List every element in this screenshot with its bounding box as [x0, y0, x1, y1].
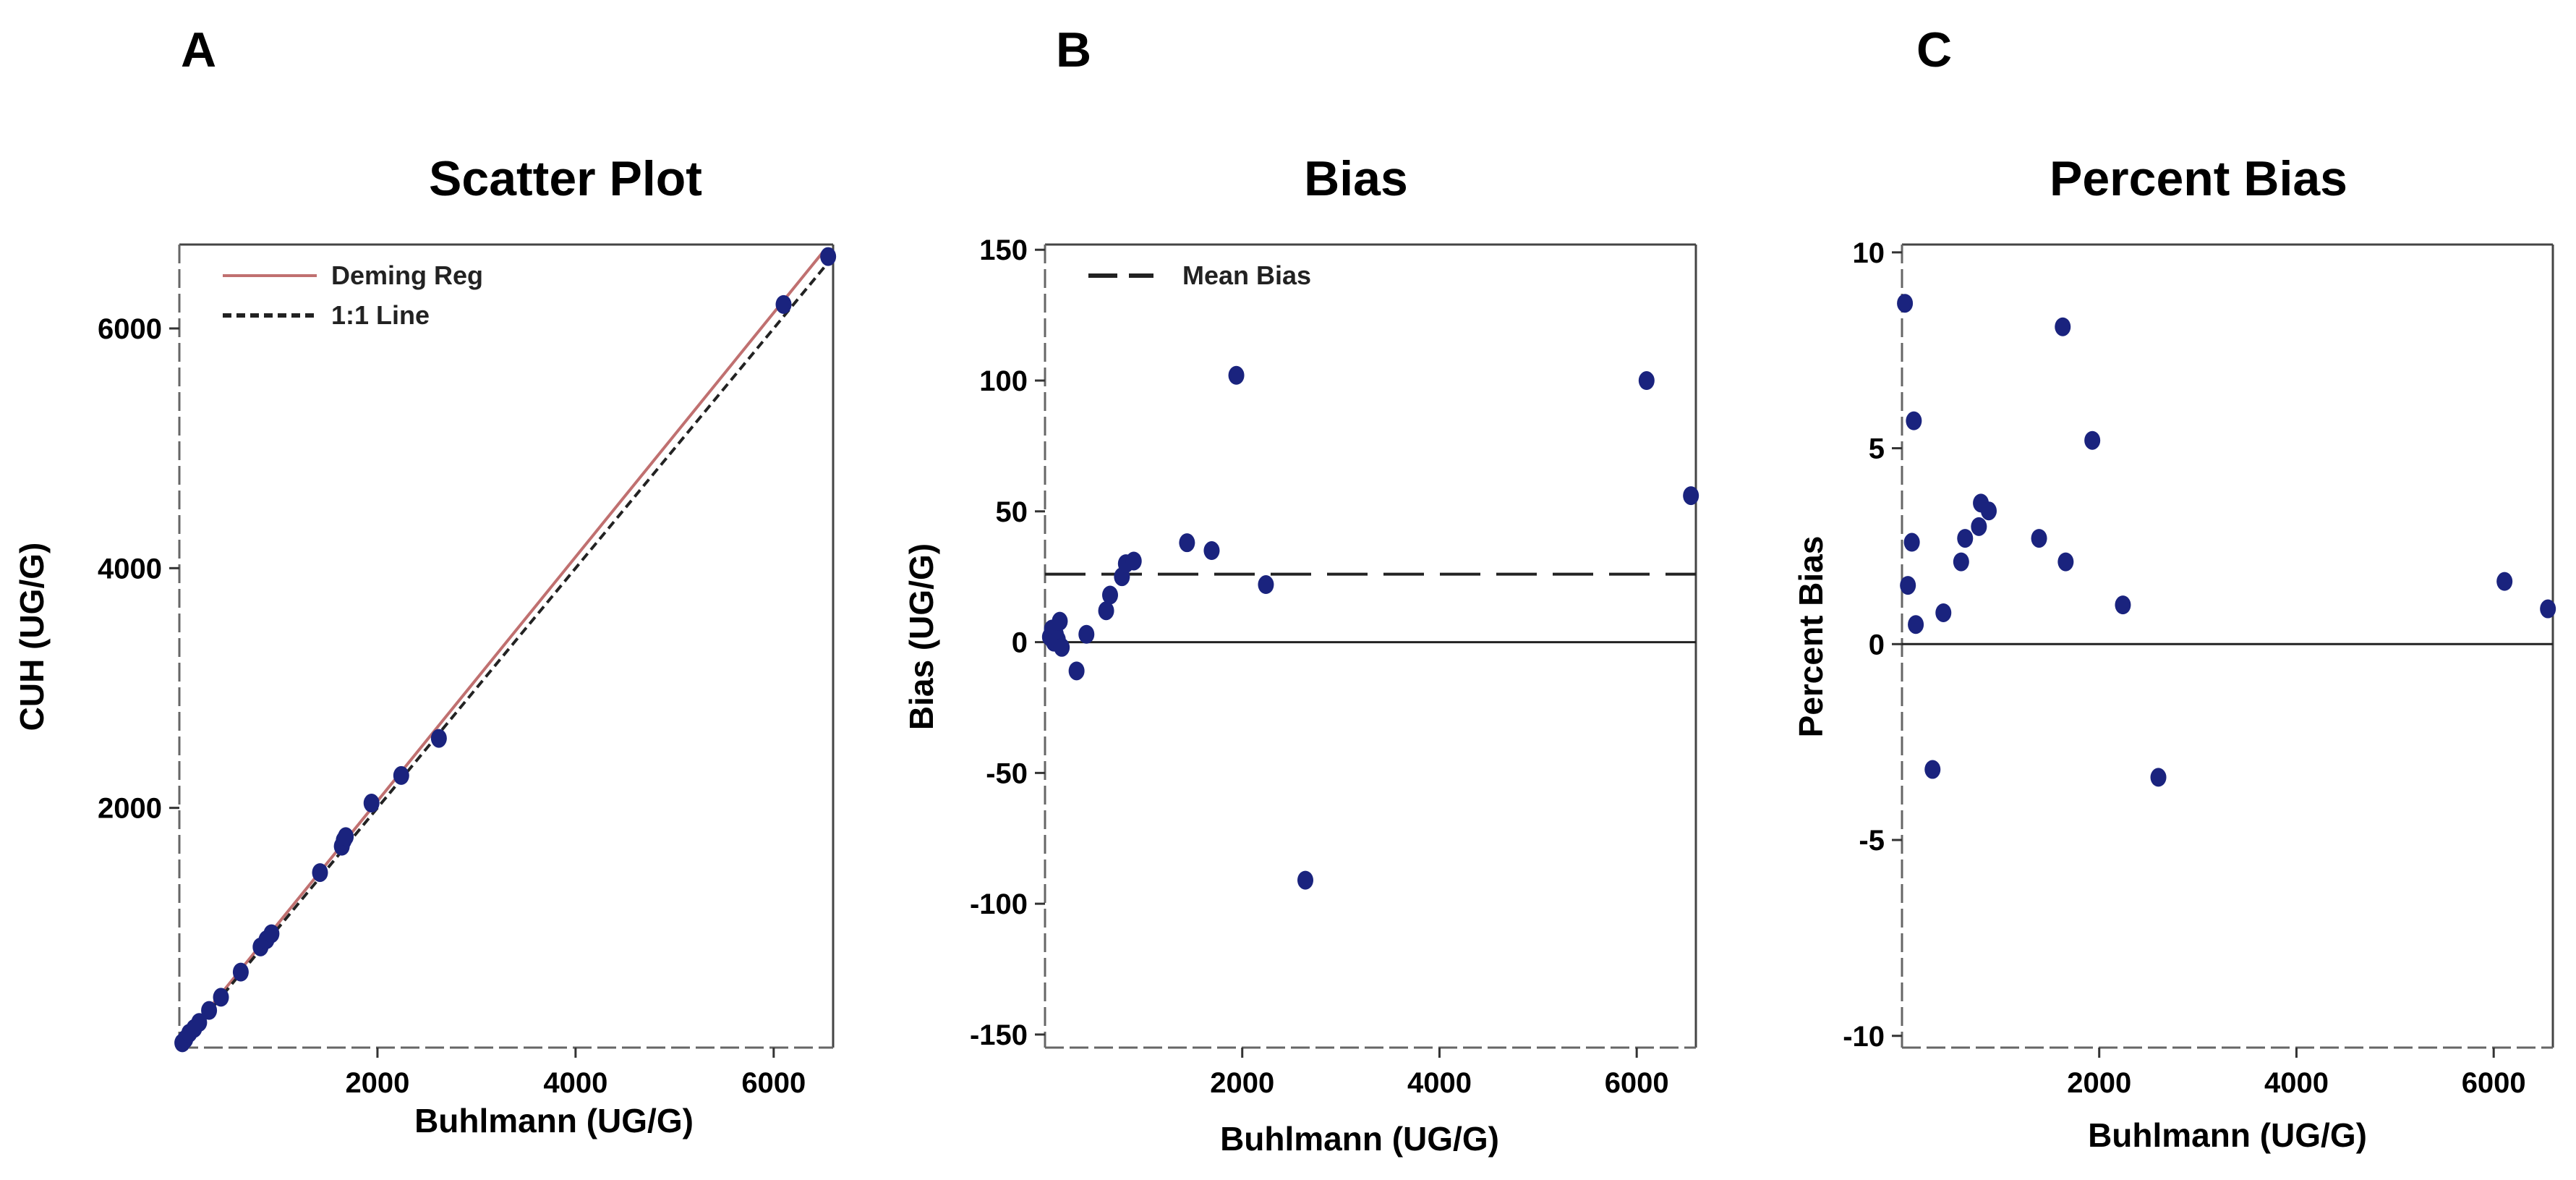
data-point	[1068, 661, 1085, 681]
data-point	[775, 294, 792, 314]
data-point	[1102, 585, 1118, 605]
data-point	[1906, 411, 1922, 430]
data-point	[2496, 572, 2513, 591]
x-tick-label: 6000	[2462, 1067, 2526, 1099]
panel-letter-b: B	[1056, 22, 1091, 77]
chart-title-scatter-plot: Scatter Plot	[429, 151, 702, 206]
data-point	[1179, 533, 1195, 553]
data-point	[2540, 599, 2556, 619]
y-tick-label: -50	[986, 757, 1028, 789]
data-point	[2055, 317, 2071, 336]
data-point	[2031, 529, 2047, 548]
data-point	[1228, 365, 1245, 385]
y-tick-label: 4000	[98, 553, 162, 585]
y-tick-label: 150	[979, 234, 1028, 266]
data-point	[393, 765, 409, 785]
data-point	[2057, 552, 2074, 572]
data-point	[1052, 611, 1068, 631]
y-axis-label-percent-bias: Percent Bias	[1792, 536, 1830, 738]
data-point	[1903, 532, 1920, 552]
data-point	[820, 247, 837, 266]
data-point	[1900, 576, 1916, 595]
data-point	[1957, 529, 1974, 548]
y-tick-label: -100	[970, 888, 1028, 920]
data-point	[1981, 501, 1997, 521]
data-point	[1924, 760, 1941, 779]
data-point	[1125, 551, 1142, 571]
data-point	[363, 794, 380, 813]
data-point	[1054, 637, 1070, 657]
data-point	[338, 827, 354, 846]
x-tick-label: 6000	[1605, 1067, 1669, 1099]
data-point	[1908, 615, 1924, 634]
data-point	[1078, 624, 1095, 644]
y-tick-label: -150	[970, 1019, 1028, 1051]
y-axis-label-cuh: CUH (UG/G)	[13, 543, 51, 731]
data-point	[191, 1013, 208, 1032]
series-line-1-1-line	[178, 255, 835, 1049]
legend-label-mean-bias: Mean Bias	[1182, 260, 1311, 290]
data-point	[1638, 371, 1655, 391]
data-point	[2150, 768, 2167, 787]
x-tick-label: 4000	[543, 1067, 607, 1099]
y-tick-label: 100	[979, 365, 1028, 397]
panel-letter-a: A	[181, 22, 216, 77]
data-point	[232, 962, 249, 982]
data-point	[1258, 575, 1274, 595]
data-point	[2084, 430, 2101, 450]
y-tick-label: 0	[1869, 629, 1885, 661]
data-point	[312, 863, 328, 883]
data-point	[1935, 603, 1952, 622]
y-tick-label: -10	[1843, 1021, 1885, 1053]
y-tick-label: 6000	[98, 313, 162, 345]
y-tick-label: 10	[1853, 237, 1885, 269]
x-tick-label: 2000	[1210, 1067, 1274, 1099]
y-tick-label: 2000	[98, 793, 162, 825]
legend-label-deming-reg: Deming Reg	[331, 260, 483, 290]
data-point	[1297, 870, 1313, 890]
data-point	[213, 988, 229, 1007]
x-tick-label: 4000	[2264, 1067, 2329, 1099]
data-point	[201, 1001, 218, 1020]
data-point	[430, 729, 447, 748]
data-point	[1203, 541, 1220, 561]
x-tick-label: 4000	[1407, 1067, 1472, 1099]
y-axis-label-bias: Bias (UG/G)	[903, 543, 940, 730]
x-axis-label-buhlmann: Buhlmann (UG/G)	[1220, 1120, 1499, 1158]
x-axis-label-buhlmann: Buhlmann (UG/G)	[414, 1102, 694, 1139]
data-point	[2115, 595, 2131, 615]
panel-b: B Bias Bias (UG/G) Buhlmann (UG/G) 2000 4…	[903, 22, 1699, 1158]
x-tick-label: 2000	[345, 1067, 409, 1099]
panel-letter-c: C	[1916, 22, 1952, 77]
data-point	[263, 924, 280, 943]
x-tick-label: 6000	[741, 1067, 806, 1099]
data-point	[1098, 601, 1114, 621]
y-tick-label: 5	[1869, 433, 1885, 465]
x-axis-label-buhlmann: Buhlmann (UG/G)	[2088, 1116, 2367, 1154]
chart-title-bias: Bias	[1304, 151, 1408, 206]
data-point	[1897, 294, 1914, 313]
x-tick-label: 2000	[2067, 1067, 2131, 1099]
data-point	[1971, 517, 1987, 536]
y-tick-label: -5	[1859, 825, 1885, 857]
data-point	[1683, 486, 1699, 506]
legend-label-1-1-line: 1:1 Line	[331, 300, 430, 330]
data-point	[1953, 552, 1969, 572]
y-tick-label: 0	[1012, 627, 1028, 659]
panel-c: C Percent Bias Percent Bias Buhlmann (UG…	[1792, 22, 2556, 1154]
chart-title-percent-bias: Percent Bias	[2050, 151, 2347, 206]
y-tick-label: 50	[996, 496, 1028, 528]
panel-a: A Scatter Plot CUH (UG/G) Buhlmann (UG/G…	[13, 22, 837, 1139]
series-line-deming-reg	[178, 250, 824, 1046]
